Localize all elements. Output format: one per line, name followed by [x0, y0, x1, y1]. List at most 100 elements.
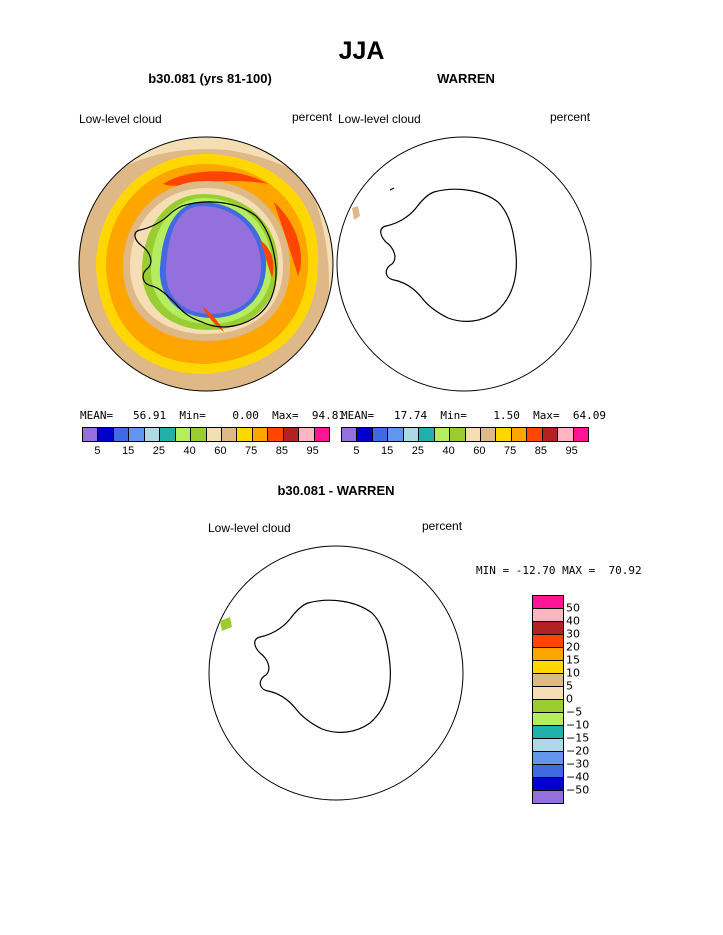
colorbar-swatch — [283, 428, 300, 441]
panel-3-colorbar-labels: 50 40 30 20 15 10 5 0 −5 −10 −15 −20 −30 −40 −50 — [566, 595, 606, 803]
colorbar-tick-label: 20 — [566, 640, 580, 654]
colorbar-tick-label: 15 — [566, 653, 580, 667]
colorbar-swatch — [434, 428, 451, 441]
colorbar-tick-label: 50 — [566, 601, 580, 615]
colorbar-tick-label: −20 — [566, 744, 590, 758]
panel-3-colorbar — [532, 595, 564, 804]
colorbar-swatch — [98, 428, 114, 441]
colorbar-swatch — [533, 752, 563, 765]
colorbar-swatch — [496, 428, 512, 441]
panel-2-title: WARREN — [437, 71, 495, 86]
colorbar-tick-label: 30 — [566, 627, 580, 641]
map-border — [78, 136, 334, 392]
panel-2-colorbar — [341, 427, 589, 442]
panel-2-polar-map — [336, 136, 592, 392]
colorbar-swatch — [533, 765, 563, 778]
colorbar-swatch — [542, 428, 559, 441]
colorbar-swatch — [268, 428, 284, 441]
colorbar-tick-label: 25 — [152, 445, 165, 457]
island-outline — [389, 187, 395, 191]
colorbar-tick-label: 5 — [353, 445, 360, 457]
panel-3-polar-map — [208, 545, 464, 801]
panel-2-colorbar-labels: 5 15 25 40 60 75 85 95 — [341, 445, 587, 459]
colorbar-tick-label: 10 — [566, 666, 580, 680]
colorbar-swatch — [175, 428, 192, 441]
colorbar-tick-label: 75 — [504, 445, 517, 457]
colorbar-swatch — [533, 674, 563, 687]
antarctica-coastline-1 — [134, 201, 277, 328]
panel-1-colorbar — [82, 427, 330, 442]
colorbar-swatch — [237, 428, 253, 441]
panel-2-stats: MEAN= 17.74 Min= 1.50 Max= 64.09 — [341, 409, 606, 422]
colorbar-swatch — [533, 648, 563, 661]
map-fill-red-band-north — [163, 171, 268, 186]
colorbar-tick-label: 5 — [566, 679, 573, 693]
colorbar-swatch — [221, 428, 238, 441]
colorbar-swatch — [419, 428, 435, 441]
colorbar-tick-label: −30 — [566, 757, 590, 771]
colorbar-tick-label: 40 — [442, 445, 455, 457]
colorbar-swatch — [527, 428, 543, 441]
colorbar-tick-label: −10 — [566, 718, 590, 732]
panel-3-variable-label: Low-level cloud — [208, 521, 291, 535]
colorbar-tick-label: 15 — [122, 445, 135, 457]
colorbar-swatch — [533, 778, 563, 791]
colorbar-swatch — [252, 428, 269, 441]
colorbar-swatch — [533, 713, 563, 726]
colorbar-swatch — [533, 687, 563, 700]
colorbar-swatch — [533, 661, 563, 674]
colorbar-swatch — [144, 428, 161, 441]
colorbar-tick-label: 95 — [306, 445, 319, 457]
colorbar-tick-label: −15 — [566, 731, 590, 745]
colorbar-swatch — [533, 700, 563, 713]
colorbar-swatch — [480, 428, 497, 441]
panel-1-colorbar-labels: 5 15 25 40 60 75 85 95 — [82, 445, 328, 459]
colorbar-swatch — [533, 609, 563, 622]
colorbar-tick-label: 60 — [214, 445, 227, 457]
colorbar-swatch — [450, 428, 466, 441]
colorbar-swatch — [533, 739, 563, 752]
colorbar-swatch — [573, 428, 588, 441]
colorbar-swatch — [113, 428, 130, 441]
colorbar-swatch — [533, 726, 563, 739]
colorbar-swatch — [372, 428, 389, 441]
colorbar-swatch — [191, 428, 207, 441]
colorbar-swatch — [129, 428, 145, 441]
colorbar-swatch — [314, 428, 329, 441]
colorbar-swatch — [160, 428, 176, 441]
panel-3-min-max: MIN = -12.70 MAX = 70.92 — [476, 564, 642, 577]
colorbar-swatch — [533, 791, 563, 803]
antarctica-coastline-2 — [380, 188, 517, 322]
colorbar-tick-label: 85 — [534, 445, 547, 457]
colorbar-swatch — [388, 428, 404, 441]
panel-1-units-label: percent — [292, 110, 333, 124]
panel-1-variable-label: Low-level cloud — [79, 112, 162, 126]
colorbar-swatch — [206, 428, 222, 441]
colorbar-swatch — [511, 428, 528, 441]
map-fill-red-coastal-east — [260, 240, 274, 278]
colorbar-swatch — [83, 428, 99, 441]
colorbar-tick-label: −50 — [566, 783, 590, 797]
colorbar-swatch — [533, 622, 563, 635]
colorbar-swatch — [299, 428, 315, 441]
map-fill-tan-patch — [352, 206, 360, 220]
colorbar-swatch — [533, 596, 563, 609]
figure-title: JJA — [338, 37, 385, 65]
colorbar-swatch — [342, 428, 358, 441]
colorbar-swatch — [533, 635, 563, 648]
colorbar-tick-label: 25 — [411, 445, 424, 457]
colorbar-tick-label: 75 — [245, 445, 258, 457]
panel-2-units-label: percent — [550, 110, 591, 124]
panel-2-variable-label: Low-level cloud — [338, 112, 421, 126]
panel-3-title: b30.081 - WARREN — [277, 483, 395, 498]
colorbar-tick-label: −40 — [566, 770, 590, 784]
colorbar-tick-label: 0 — [566, 692, 573, 706]
colorbar-tick-label: 5 — [94, 445, 101, 457]
panel-1-stats: MEAN= 56.91 Min= 0.00 Max= 94.81 — [80, 409, 345, 422]
colorbar-tick-label: 95 — [565, 445, 578, 457]
map-fill-green-patch — [220, 617, 232, 631]
panel-3-units-label: percent — [422, 519, 463, 533]
colorbar-swatch — [357, 428, 373, 441]
colorbar-tick-label: −5 — [566, 705, 583, 719]
colorbar-tick-label: 40 — [183, 445, 196, 457]
